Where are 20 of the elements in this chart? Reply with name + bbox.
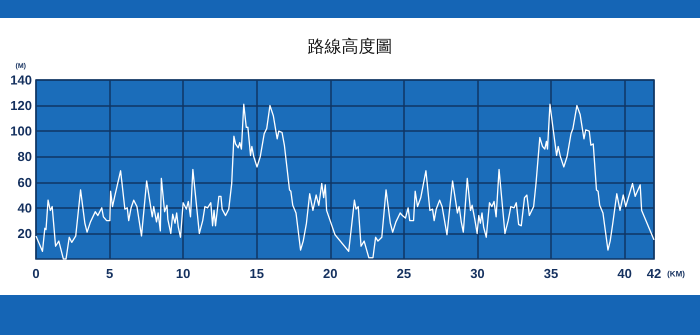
chart-title: 路線高度圖: [308, 37, 392, 56]
x-tick-label: 42: [646, 266, 662, 281]
line-series: [35, 104, 655, 260]
y-tick-label: 120: [10, 98, 32, 114]
x-tick-label: 40: [617, 266, 632, 281]
x-tick-label: 35: [544, 266, 558, 281]
y-tick-label: 60: [18, 174, 32, 190]
x-tick-label: 30: [470, 266, 485, 281]
x-axis-title: (KM): [667, 270, 686, 278]
x-tick-label: 0: [32, 266, 40, 281]
y-tick-label: 80: [18, 149, 32, 164]
x-tick-label: 5: [106, 266, 114, 281]
x-tick-label: 25: [396, 266, 412, 281]
x-tick-label: 10: [176, 266, 190, 281]
x-tick-label: 20: [323, 266, 338, 281]
y-tick-label: 100: [10, 124, 32, 139]
x-tick-label: 15: [249, 266, 264, 281]
y-tick-label: 40: [18, 200, 32, 216]
y-tick-label: 140: [10, 72, 32, 88]
y-tick-label: 20: [18, 226, 32, 241]
